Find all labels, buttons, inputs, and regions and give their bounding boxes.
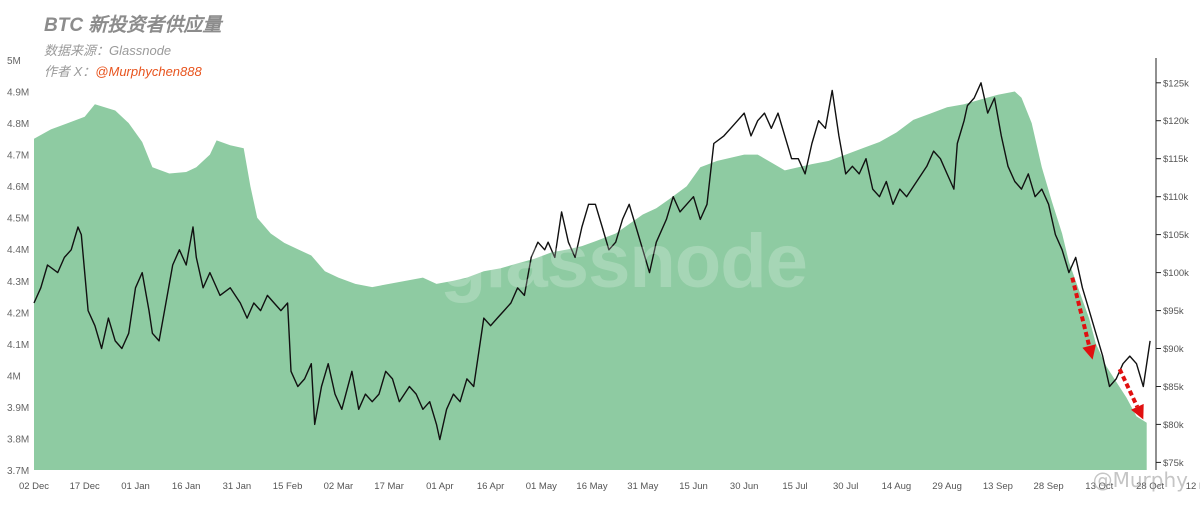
x-tick-label: 02 Mar: [324, 481, 354, 492]
trend-arrow-head: [1131, 403, 1144, 420]
y-left-tick-label: 4.6M: [7, 182, 29, 193]
author-handle: @Murphychen888: [95, 64, 202, 79]
x-tick-label: 28 Sep: [1034, 481, 1064, 492]
y-left-tick-label: 5M: [7, 56, 21, 67]
y-left-tick-label: 4.9M: [7, 88, 29, 99]
y-left-tick-label: 4.2M: [7, 308, 29, 319]
y-right-tick-label: $110k: [1163, 192, 1188, 203]
y-right-tick-label: $80k: [1163, 420, 1184, 431]
x-tick-label: 30 Jun: [730, 481, 759, 492]
y-right-tick-label: $100k: [1163, 268, 1189, 279]
x-tick-label: 02 Dec: [19, 481, 49, 492]
y-left-tick-label: 3.8M: [7, 435, 29, 446]
credit-watermark: @Murphy: [1092, 468, 1188, 492]
x-tick-label: 31 May: [627, 481, 658, 492]
y-left-tick-label: 4.4M: [7, 245, 29, 256]
x-tick-label: 01 May: [526, 481, 557, 492]
y-left-tick-label: 4.3M: [7, 277, 29, 288]
axes-layer: 3.7M 3.8M 3.9M 4M 4.1M 4.2M 4.3M 4.4M 4.5M 4.6M 4.…: [7, 56, 1200, 492]
y-right-tick-label: $95k: [1163, 306, 1184, 317]
y-left-tick-label: 4M: [7, 371, 21, 382]
glassnode-watermark: glassnode: [440, 219, 808, 304]
y-right-tick-label: $125k: [1163, 78, 1189, 89]
x-tick-label: 01 Jan: [121, 481, 150, 492]
data-source: 数据来源：Glassnode: [44, 43, 172, 58]
x-tick-label: 31 Jan: [223, 481, 252, 492]
annotation-layer: [1070, 277, 1144, 420]
y-right-tick-label: $105k: [1163, 230, 1189, 241]
x-tick-label: 16 Jan: [172, 481, 201, 492]
x-tick-label: 15 Jul: [782, 481, 807, 492]
y-right-tick-label: $115k: [1163, 154, 1188, 165]
x-tick-label: 16 Apr: [477, 481, 504, 492]
trend-arrow-head: [1082, 344, 1096, 360]
y-left-tick-label: 4.7M: [7, 151, 29, 162]
x-tick-label: 13 Sep: [983, 481, 1013, 492]
x-tick-label: 15 Feb: [273, 481, 303, 492]
y-right-tick-label: $85k: [1163, 382, 1184, 393]
x-tick-label: 17 Mar: [374, 481, 404, 492]
chart-title: BTC 新投资者供应量: [44, 15, 222, 36]
x-tick-label: 30 Jul: [833, 481, 858, 492]
trend-arrow-shaft: [1117, 368, 1140, 408]
price-line: [33, 82, 1151, 441]
price-line-layer: [33, 82, 1151, 441]
y-right-tick-label: $90k: [1163, 344, 1184, 355]
x-tick-label: 14 Aug: [882, 481, 912, 492]
author-prefix: 作者 X：: [44, 64, 96, 79]
y-right-tick-label: $75k: [1163, 458, 1184, 469]
y-right-tick-label: $120k: [1163, 116, 1189, 127]
trend-arrow-shaft: [1070, 277, 1092, 347]
x-tick-label: 29 Aug: [932, 481, 962, 492]
x-tick-label: 28 Oct: [1136, 481, 1164, 492]
x-tick-label: 15 Jun: [679, 481, 708, 492]
author-line: 作者 X：@Murphychen888: [44, 61, 202, 80]
x-tick-label: 17 Dec: [70, 481, 100, 492]
y-left-tick-label: 4.5M: [7, 214, 29, 225]
y-left-tick-label: 4.1M: [7, 340, 29, 351]
y-left-tick-label: 3.9M: [7, 403, 29, 414]
y-left-tick-label: 4.8M: [7, 119, 29, 130]
x-tick-label: 13 Oct: [1085, 481, 1113, 492]
x-tick-label: 01 Apr: [426, 481, 453, 492]
x-tick-label: 12 Nov: [1186, 481, 1200, 492]
x-tick-label: 16 May: [576, 481, 607, 492]
y-left-tick-label: 3.7M: [7, 466, 29, 477]
